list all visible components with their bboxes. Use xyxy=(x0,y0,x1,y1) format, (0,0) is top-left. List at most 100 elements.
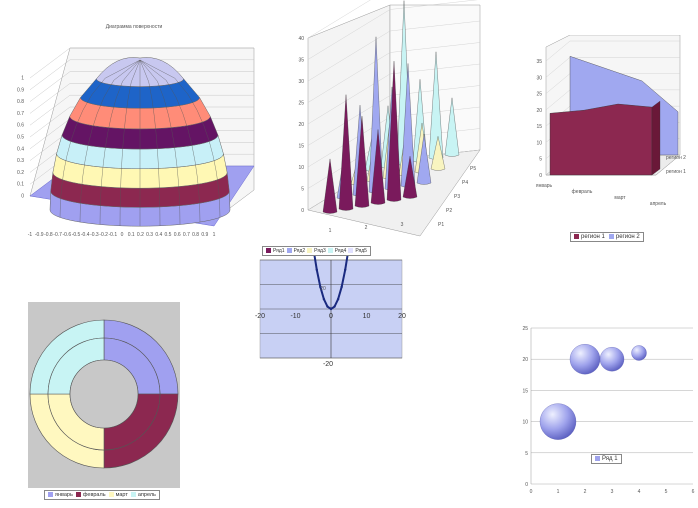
doughnut-legend-label: март xyxy=(115,492,128,498)
area3d-x-tick: март xyxy=(614,195,626,201)
cone-mark xyxy=(354,116,370,208)
cone-y-tick: 0 xyxy=(301,208,304,214)
surface-z-tick: 0.8 xyxy=(17,99,24,105)
bubble-y-tick: 10 xyxy=(522,420,528,426)
bubble-y-tick: 25 xyxy=(522,326,528,332)
area3d-x-tick: апрель xyxy=(650,201,667,207)
bubble-x-tick: 4 xyxy=(638,489,641,495)
surface-meridian xyxy=(139,59,181,225)
surface-z-tick: 0.2 xyxy=(17,170,24,176)
bubble-y-tick: 5 xyxy=(525,451,528,457)
surface-x-tick: 0 xyxy=(121,232,124,238)
area3d-y-tick: 15 xyxy=(536,124,542,130)
cone-x-ticks: 1 2 3 xyxy=(329,222,404,234)
surface-title: Диаграмма поверхности xyxy=(106,24,163,30)
cone-depth-label: Р2 xyxy=(446,208,452,214)
surface-x-tick: 0.5 xyxy=(165,232,172,238)
cone-mark xyxy=(416,133,432,185)
cone-legend: Ряд1 Ряд2 Ряд3 Ряд4 Ряд5 xyxy=(262,246,371,256)
cone-legend-label: Ряд3 xyxy=(314,248,326,254)
cone-y-ticks: 0 5 10 15 20 25 30 35 40 xyxy=(298,36,304,214)
cone-gridline xyxy=(389,0,478,10)
cone-depth-label: Р4 xyxy=(462,180,468,186)
surface-z-tick: 0.3 xyxy=(17,158,24,164)
surface-x-tick: -0.1 xyxy=(108,232,117,238)
bubble-point xyxy=(569,344,601,375)
surface-z-tick: 0 xyxy=(21,194,24,200)
cone-chart-svg: 0 5 10 15 20 25 30 35 40 1 2 3 Р1 Р2 Р3 Р4 Р5 xyxy=(298,0,481,237)
surface-x-tick: 0.4 xyxy=(155,232,162,238)
cone-mark xyxy=(370,129,386,205)
parabola-point xyxy=(336,298,340,301)
surface-z-ticks: 0 0.1 0.2 0.3 0.4 0.5 0.6 0.7 0.8 0.9 1 xyxy=(17,76,24,200)
surface-gridline xyxy=(29,47,71,79)
bubble-legend-item: Ряд 1 xyxy=(595,456,618,462)
area3d-y-tick: 5 xyxy=(539,157,542,163)
doughnut-legend-label: январь xyxy=(55,492,73,498)
surface-z-tick: 0.6 xyxy=(17,123,24,129)
bubble-x-tick: 6 xyxy=(692,489,695,495)
area3d-marks xyxy=(549,55,679,176)
doughnut-marks xyxy=(29,319,179,469)
cone-legend-item: Ряд5 xyxy=(348,248,367,254)
parabola-point xyxy=(344,268,347,271)
area3d-gridline xyxy=(545,57,571,78)
cone-depth-label: Р3 xyxy=(454,194,460,200)
cone-y-tick: 10 xyxy=(298,165,304,171)
surface-meridian xyxy=(119,59,141,226)
bubble-chart: 0 5 10 15 20 25 0 1 2 3 4 5 6 Ряд 1 xyxy=(515,318,698,503)
cone-gridline xyxy=(307,9,391,60)
cone-gridline xyxy=(307,0,371,39)
surface-x-tick: -0.9 xyxy=(35,232,44,238)
cone-y-tick: 5 xyxy=(301,187,304,193)
surface-bands xyxy=(49,57,231,227)
area3d-legend-item: регион 1 xyxy=(574,234,605,240)
area3d-y-tick: 25 xyxy=(536,92,542,98)
cone-depth-label: Р5 xyxy=(470,166,476,172)
surface-x-tick: 0.7 xyxy=(183,232,190,238)
bubble-legend-label: Ряд 1 xyxy=(602,456,618,463)
bubble-y-tick: 15 xyxy=(522,388,528,394)
area3d-y-tick: 30 xyxy=(536,75,542,81)
area3d-legend-item: регион 2 xyxy=(608,234,640,241)
cone-legend-label: Ряд4 xyxy=(334,248,347,254)
doughnut-legend-item: февраль xyxy=(75,492,106,498)
doughnut-legend-item: апрель xyxy=(130,492,156,498)
surface-gridline xyxy=(29,95,71,126)
cone-mark xyxy=(430,136,446,171)
bubble-y-tick: 20 xyxy=(522,357,528,363)
surface-meridian xyxy=(99,59,141,225)
parabola-x-tick: -10 xyxy=(290,313,300,320)
surface-gridline xyxy=(29,118,71,149)
area3d-x-tick: январь xyxy=(536,183,553,189)
parabola-point xyxy=(322,298,326,301)
parabola-x-ticks: -20 -10 0 10 20 xyxy=(255,313,406,320)
area3d-series-side xyxy=(651,100,661,176)
parabola-y-tick: -20 xyxy=(323,361,333,368)
area3d-y-tick: 0 xyxy=(539,173,542,179)
parabola-svg: -20 -10 0 10 20 -20 20 xyxy=(255,256,406,368)
bubble-y-tick: 0 xyxy=(525,482,528,488)
area3d-y-tick: 20 xyxy=(536,108,542,114)
bubble-y-ticks: 0 5 10 15 20 25 xyxy=(522,326,528,488)
area3d-series-label: регион 1 xyxy=(666,169,686,175)
area3d-gridline xyxy=(545,73,571,94)
parabola-point xyxy=(329,307,333,311)
surface-z-tick: 1 xyxy=(21,76,24,82)
cone-mark xyxy=(402,156,418,199)
parabola-point xyxy=(326,305,329,308)
parabola-x-tick: 10 xyxy=(363,313,371,320)
surface-gridline xyxy=(29,83,71,114)
cone-depth-labels: Р1 Р2 Р3 Р4 Р5 xyxy=(438,166,476,228)
bubble-point xyxy=(539,403,577,440)
surface-x-tick: -1 xyxy=(28,232,33,238)
area3d-y-ticks: 0 5 10 15 20 25 30 35 xyxy=(536,59,542,179)
cone-gridline xyxy=(307,30,391,82)
bubble-point xyxy=(599,347,625,372)
area3d-x-tick: февраль xyxy=(572,189,593,195)
surface-x-tick: -0.8 xyxy=(44,232,53,238)
surface-x-tick: 0.6 xyxy=(174,232,181,238)
cone-y-tick: 30 xyxy=(298,79,304,85)
surface-z-tick: 0.7 xyxy=(17,111,24,117)
area3d-legend-label: регион 2 xyxy=(615,234,640,241)
